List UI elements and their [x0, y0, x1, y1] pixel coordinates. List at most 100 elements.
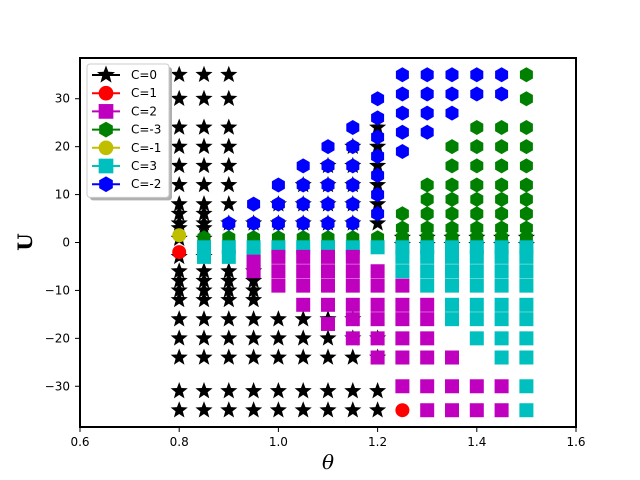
- point-C2-31: [395, 379, 410, 394]
- point-C2-38: [445, 350, 459, 365]
- y-tick-label: −10: [45, 283, 70, 297]
- point-C3-45: [519, 331, 534, 346]
- point-C2-29: [395, 331, 410, 346]
- point-Cneg2-12: [321, 177, 335, 193]
- point-Cneg2-29: [395, 86, 409, 102]
- point-Cneg3-10: [395, 206, 409, 222]
- point-C2-27: [395, 297, 410, 312]
- point-C3-1: [197, 249, 211, 264]
- point-Cneg2-33: [420, 67, 434, 83]
- point-C3-43: [519, 297, 534, 312]
- point-Cneg2-9: [296, 215, 310, 231]
- point-C0-27: [195, 195, 213, 212]
- x-tick-label: 0.8: [170, 435, 189, 449]
- point-C0-41: [195, 401, 213, 418]
- point-C0-83: [294, 401, 312, 418]
- point-C0-72: [269, 329, 287, 346]
- point-Cneg3-42: [519, 191, 533, 207]
- point-C2-13: [321, 316, 335, 331]
- point-C3-23: [445, 312, 459, 327]
- point-C2-39: [445, 379, 459, 394]
- point-C0-107: [369, 195, 387, 212]
- point-C0-36: [195, 291, 213, 308]
- point-C0-50: [220, 262, 238, 279]
- point-C3-42: [519, 278, 534, 293]
- point-C2-33: [420, 312, 435, 327]
- point-C3-30: [469, 331, 484, 346]
- point-C2-9: [321, 249, 335, 264]
- point-C2-42: [469, 403, 484, 418]
- point-Cneg2-15: [346, 119, 360, 135]
- point-Cneg2-28: [395, 67, 409, 83]
- point-Cneg3-15: [420, 177, 434, 193]
- point-C2-16: [345, 278, 360, 293]
- point-C2-14: [345, 249, 360, 264]
- point-Cneg2-2: [247, 215, 261, 231]
- point-C2-19: [345, 331, 360, 346]
- point-Cneg2-14: [321, 215, 335, 231]
- point-C3-12: [395, 249, 410, 264]
- point-C0-100: [344, 348, 362, 365]
- point-Cneg3-14: [420, 191, 434, 207]
- point-C0-61: [245, 271, 263, 289]
- point-C0-55: [220, 329, 238, 346]
- point-C0-37: [195, 310, 213, 327]
- point-C2-34: [420, 331, 435, 346]
- point-C3-19: [445, 249, 459, 264]
- point-Cneg3-19: [445, 191, 459, 207]
- point-C0-101: [344, 382, 362, 399]
- point-C2-28: [395, 312, 410, 327]
- point-C0-57: [220, 382, 238, 399]
- point-C3-44: [519, 312, 534, 327]
- point-Cneg1-0: [172, 228, 187, 243]
- point-Cneg2-17: [346, 158, 360, 174]
- point-C0-43: [220, 89, 238, 107]
- point-C0-45: [220, 137, 238, 154]
- point-C0-34: [195, 271, 213, 289]
- point-C0-30: [195, 219, 213, 236]
- point-C3-16: [420, 264, 435, 279]
- point-C0-92: [319, 401, 337, 418]
- legend-marker: [98, 104, 114, 119]
- legend-label: C=2: [131, 104, 157, 118]
- chart-marks: [170, 65, 535, 418]
- legend-marker: [98, 140, 114, 156]
- point-C2-43: [494, 379, 509, 394]
- point-C0-31: [195, 204, 213, 222]
- point-Cneg3-9: [395, 220, 409, 236]
- point-Cneg2-22: [371, 110, 385, 126]
- point-C3-32: [494, 249, 509, 264]
- point-C3-35: [494, 297, 509, 312]
- point-Cneg2-5: [271, 215, 285, 231]
- point-C0-75: [269, 401, 287, 418]
- point-C0-18: [170, 348, 188, 365]
- point-Cneg3-28: [470, 158, 484, 174]
- point-C0-104: [369, 137, 387, 154]
- point-C0-4: [170, 156, 188, 174]
- point-Cneg2-3: [271, 177, 285, 193]
- point-C2-40: [445, 403, 459, 418]
- point-C0-15: [170, 291, 188, 308]
- point-C0-54: [220, 310, 238, 327]
- point-C3-33: [494, 264, 509, 279]
- point-C0-80: [294, 329, 312, 346]
- x-axis-label: θ: [322, 450, 334, 474]
- point-Cneg2-35: [420, 105, 434, 121]
- point-Cneg3-37: [495, 139, 509, 155]
- point-C0-2: [170, 118, 188, 135]
- point-C1-0: [172, 245, 187, 260]
- legend-marker: [99, 121, 113, 138]
- x-tick-label: 1.4: [467, 435, 486, 449]
- point-C2-21: [370, 278, 385, 293]
- point-C3-48: [519, 403, 534, 418]
- point-C0-0: [170, 65, 188, 83]
- point-C3-47: [519, 379, 534, 394]
- point-C0-56: [220, 348, 238, 365]
- point-C0-40: [195, 382, 213, 399]
- point-C2-1: [246, 264, 261, 279]
- point-Cneg2-20: [346, 215, 360, 231]
- y-tick-label: 10: [55, 188, 70, 202]
- point-C0-47: [220, 175, 238, 193]
- point-Cneg3-45: [519, 139, 533, 155]
- x-tick-label: 1.6: [566, 435, 585, 449]
